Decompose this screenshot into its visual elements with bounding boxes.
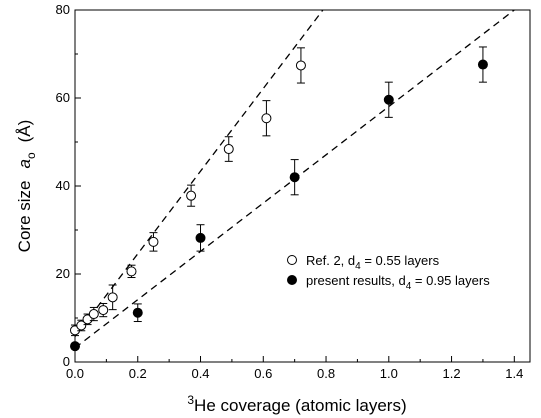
y-axis-label-symbol: a (15, 159, 34, 168)
x-tick-label: 0.4 (191, 366, 209, 381)
y-tick-label: 60 (56, 90, 70, 105)
y-tick-label: 20 (56, 266, 70, 281)
y-axis-label-unit: (Å) (15, 120, 34, 143)
data-point-present (70, 341, 80, 352)
x-tick-label: 0.8 (317, 366, 335, 381)
y-axis-label-text: Core size (15, 181, 34, 253)
fit-line-1 (74, 9, 324, 337)
data-point-ref2 (88, 309, 99, 320)
legend-marker-filled (287, 275, 297, 285)
axes: 0.0 0.2 0.4 0.6 0.8 1.0 1.2 1.4 0 20 40 60 80 (56, 2, 531, 381)
data-point-ref2 (223, 144, 234, 155)
x-tick-label: 1.4 (505, 366, 523, 381)
x-tick-label: 0.2 (129, 366, 147, 381)
legend-label-ref2: Ref. 2, d4 = 0.55 layers (306, 253, 440, 272)
data-point-ref2 (98, 305, 109, 316)
data-point-present (477, 59, 488, 70)
legend: Ref. 2, d4 = 0.55 layers present results… (287, 253, 490, 292)
x-tick-label: 0.0 (66, 366, 84, 381)
data-point-present (383, 94, 394, 105)
y-axis-label-subscript: o (24, 152, 38, 159)
x-axis-label-superscript: 3 (187, 393, 194, 407)
data-point-ref2 (295, 60, 306, 71)
data-point-present (289, 172, 300, 183)
legend-marker-open (287, 255, 297, 265)
y-axis-label: Core size ao (Å) (15, 120, 38, 253)
y-tick-label: 80 (56, 2, 70, 17)
data-point-ref2 (107, 292, 118, 303)
x-tick-label: 1.0 (380, 366, 398, 381)
y-tick-label: 0 (63, 354, 70, 369)
x-axis-label: 3He coverage (atomic layers) (187, 393, 406, 415)
data-point-ref2 (261, 113, 272, 124)
data-point-present (132, 307, 143, 318)
x-tick-label: 0.6 (254, 366, 272, 381)
y-tick-label: 40 (56, 178, 70, 193)
data-points (70, 46, 488, 352)
legend-label-present: present results, d4 = 0.95 layers (306, 273, 490, 292)
data-point-present (195, 232, 206, 243)
x-axis-label-text: He coverage (atomic layers) (194, 396, 407, 415)
data-point-ref2 (126, 266, 137, 277)
data-point-ref2 (76, 320, 87, 331)
data-point-ref2 (148, 236, 159, 247)
data-point-ref2 (186, 190, 197, 201)
data-point-ref2 (82, 314, 93, 325)
x-tick-label: 1.2 (443, 366, 461, 381)
